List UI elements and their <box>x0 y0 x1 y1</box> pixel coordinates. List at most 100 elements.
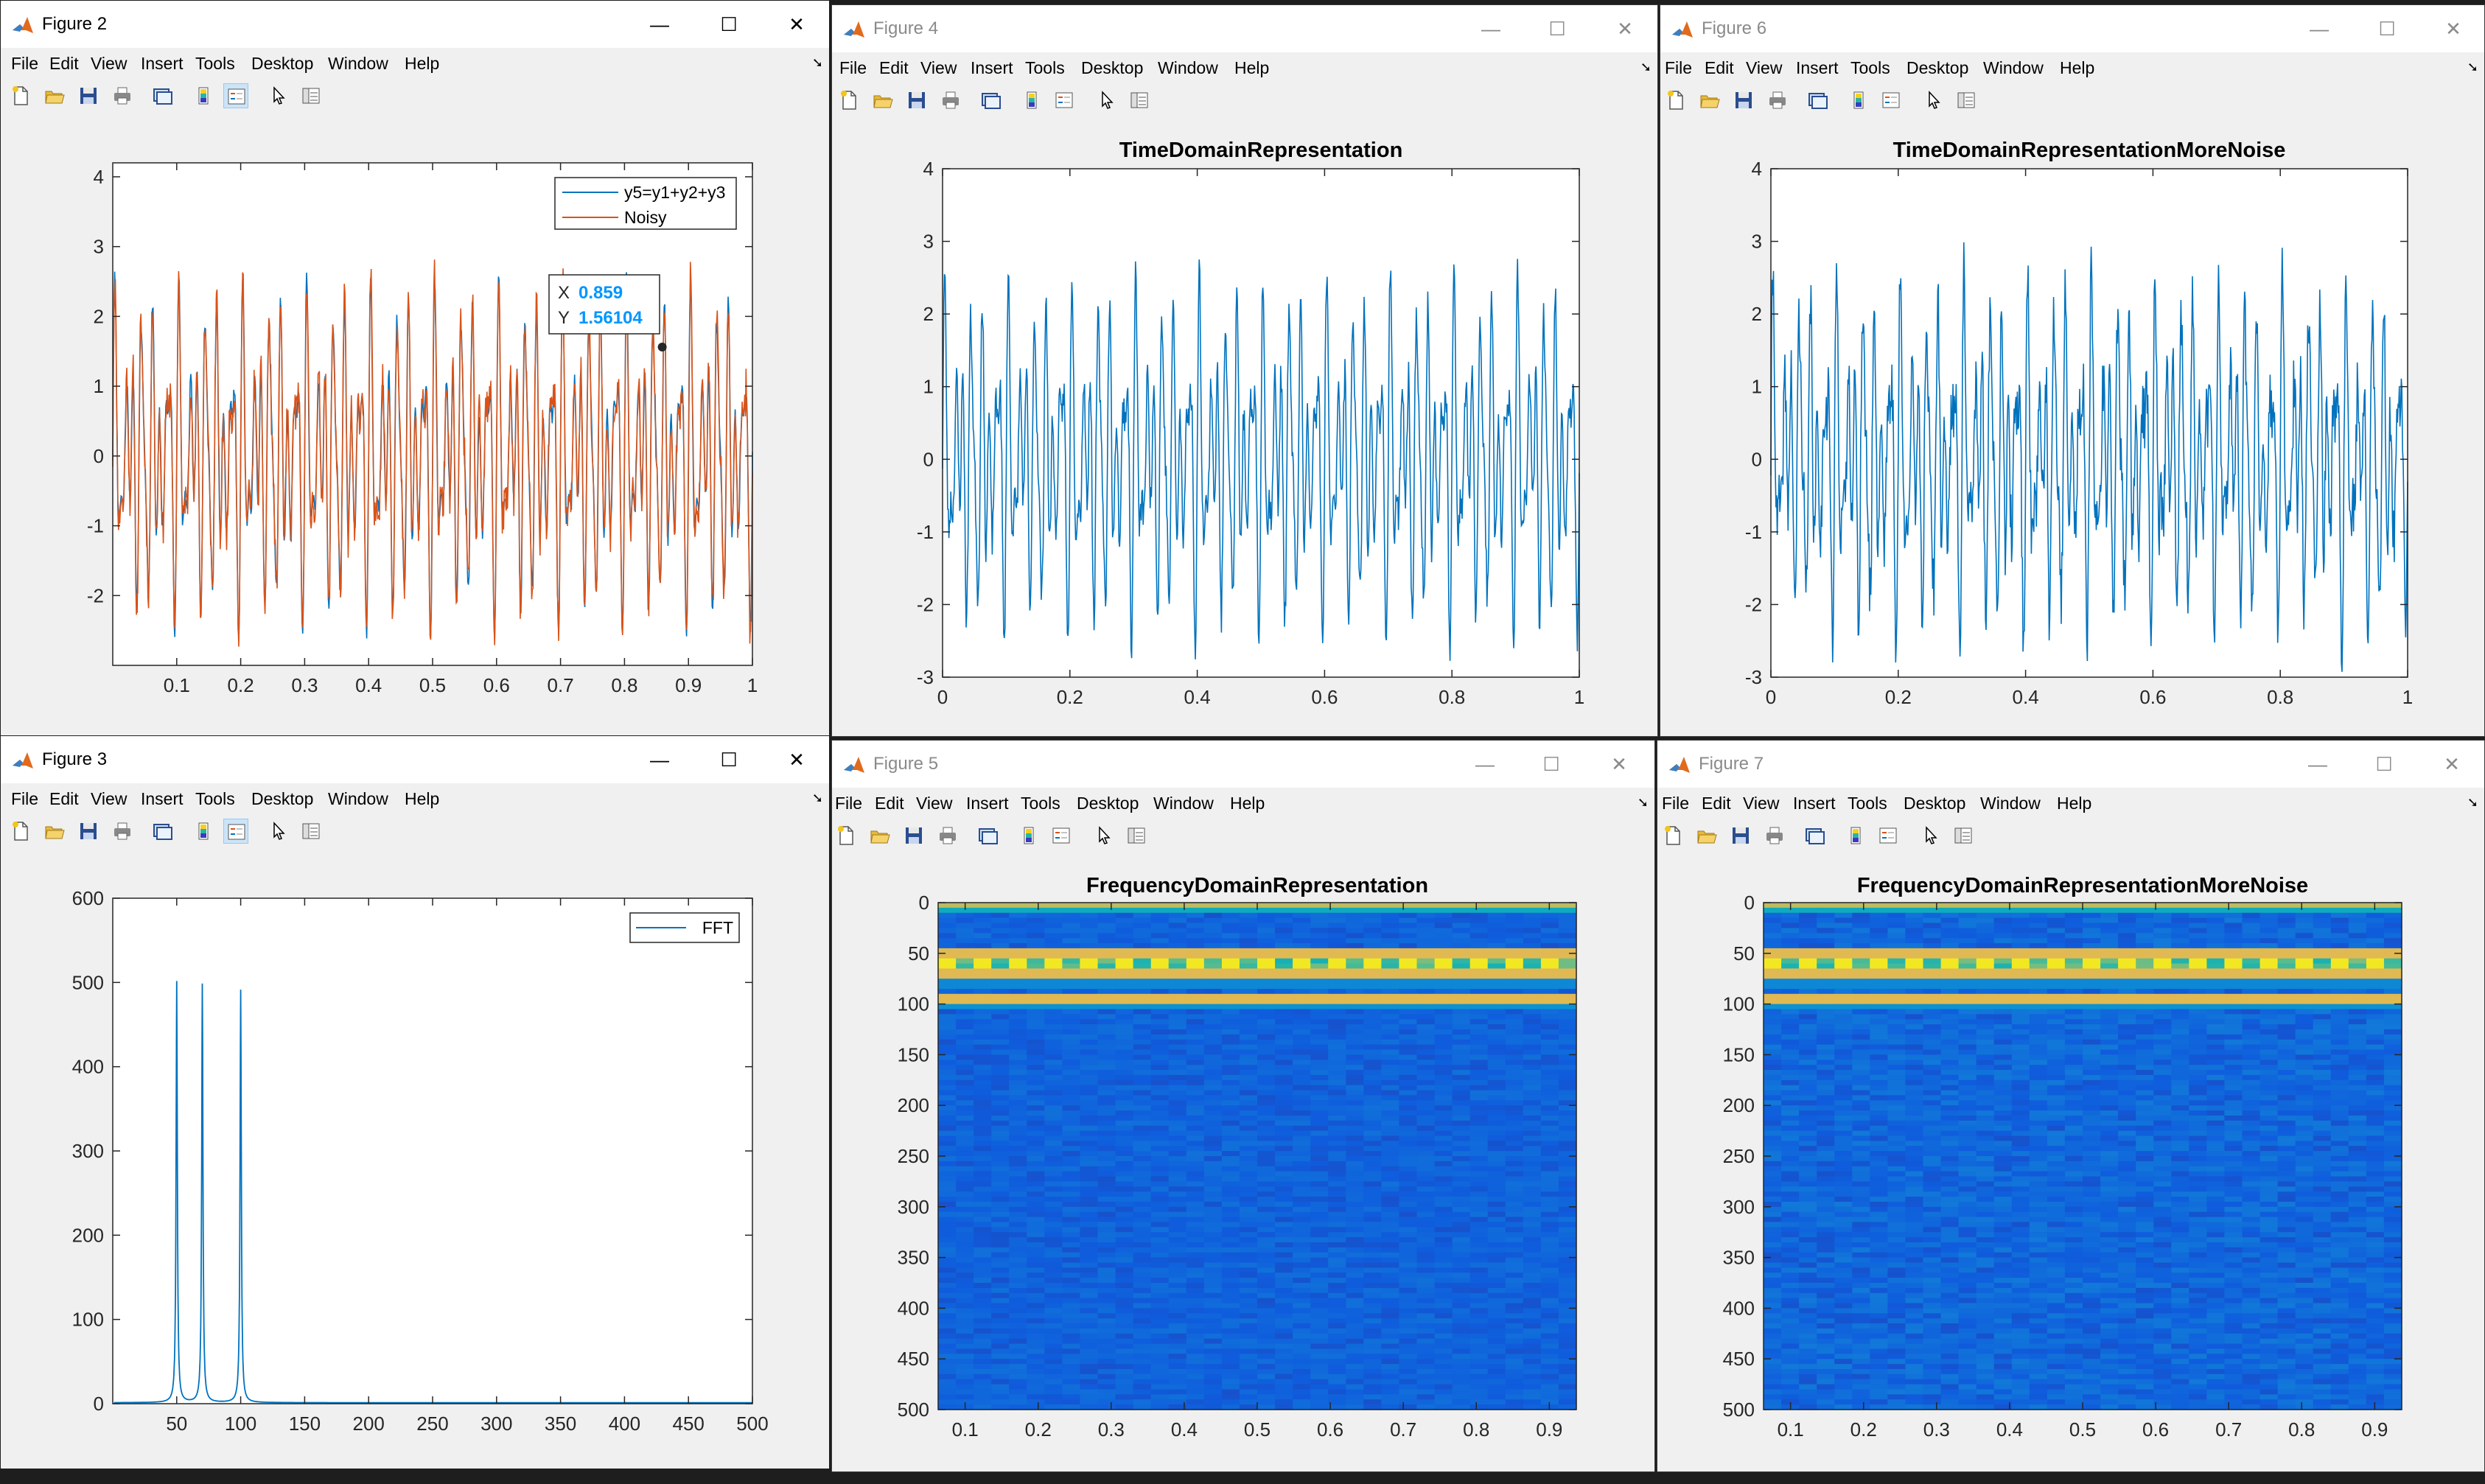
menu-view[interactable]: View <box>1743 794 1780 813</box>
new-file-icon[interactable] <box>1660 823 1685 848</box>
menu-edit[interactable]: Edit <box>875 794 904 813</box>
menu-view[interactable]: View <box>920 58 957 77</box>
maximize-button[interactable]: ☐ <box>720 749 738 771</box>
link-plot-icon[interactable] <box>150 819 175 844</box>
legend-icon[interactable] <box>223 83 248 108</box>
property-inspector-icon[interactable] <box>298 83 324 108</box>
menu-file[interactable]: File <box>839 58 867 77</box>
menu-desktop[interactable]: Desktop <box>1081 58 1144 77</box>
plot-area[interactable]: FrequencyDomainRepresentationMoreNoise 0.… <box>1657 855 2484 1471</box>
minimize-button[interactable]: — <box>2308 753 2327 775</box>
menu-window[interactable]: Window <box>1980 794 2041 813</box>
save-icon[interactable] <box>1728 823 1753 848</box>
plot-area[interactable]: 0.1 0.2 0.3 0.4 0.5 0.6 0.7 0.8 0.9 1 4 3 2 1 0 -1 -2 y5=… <box>1 116 829 736</box>
menu-edit[interactable]: Edit <box>49 789 79 808</box>
maximize-button[interactable]: ☐ <box>2378 18 2396 40</box>
new-file-icon[interactable] <box>836 88 861 113</box>
print-icon[interactable] <box>1765 88 1790 113</box>
save-icon[interactable] <box>76 819 101 844</box>
menu-view[interactable]: View <box>91 54 127 73</box>
minimize-button[interactable]: — <box>1475 753 1495 775</box>
menu-view[interactable]: View <box>1746 58 1783 77</box>
menu-tools[interactable]: Tools <box>1025 58 1065 77</box>
menu-help[interactable]: Help <box>2060 58 2095 77</box>
menu-desktop[interactable]: Desktop <box>251 54 314 73</box>
link-plot-icon[interactable] <box>150 83 175 108</box>
spectrogram-more-noise-chart[interactable]: FrequencyDomainRepresentationMoreNoise0.… <box>1657 855 2485 1472</box>
menu-help[interactable]: Help <box>1234 58 1270 77</box>
title-bar[interactable]: Figure 7 — ☐ ✕ <box>1657 741 2484 788</box>
menu-tools[interactable]: Tools <box>195 789 235 808</box>
colorbar-icon[interactable] <box>191 819 216 844</box>
property-inspector-icon[interactable] <box>298 819 324 844</box>
print-icon[interactable] <box>935 823 960 848</box>
edit-plot-arrow-icon[interactable] <box>266 819 291 844</box>
open-folder-icon[interactable] <box>42 819 67 844</box>
link-plot-icon[interactable] <box>975 823 1000 848</box>
fft-chart[interactable]: 50 100 150 200 250 300 350 400 450 50060050040030… <box>1 851 830 1469</box>
dock-arrow-icon[interactable]: ➘ <box>2467 795 2478 810</box>
edit-plot-arrow-icon[interactable] <box>266 83 291 108</box>
menu-desktop[interactable]: Desktop <box>1906 58 1969 77</box>
menu-tools[interactable]: Tools <box>1850 58 1890 77</box>
menu-tools[interactable]: Tools <box>1848 794 1887 813</box>
figure-window[interactable]: Figure 2 — ☐ ✕ File Edit View Insert Too… <box>0 0 830 737</box>
open-folder-icon[interactable] <box>42 83 67 108</box>
menu-help[interactable]: Help <box>405 789 440 808</box>
property-inspector-icon[interactable] <box>1127 88 1152 113</box>
title-bar[interactable]: Figure 4 — ☐ ✕ <box>832 5 1657 52</box>
edit-plot-arrow-icon[interactable] <box>1094 88 1119 113</box>
menu-insert[interactable]: Insert <box>141 54 184 73</box>
property-inspector-icon[interactable] <box>1954 88 1979 113</box>
print-icon[interactable] <box>938 88 963 113</box>
maximize-button[interactable]: ☐ <box>2375 753 2393 775</box>
figure-window[interactable]: Figure 6 — ☐ ✕ File Edit View Insert Too… <box>1660 4 2485 737</box>
time-series-chart[interactable]: 0.1 0.2 0.3 0.4 0.5 0.6 0.7 0.8 0.9 143210-1-2y5=… <box>1 116 830 737</box>
menu-edit[interactable]: Edit <box>1702 794 1731 813</box>
menu-insert[interactable]: Insert <box>971 58 1013 77</box>
menu-view[interactable]: View <box>91 789 127 808</box>
edit-plot-arrow-icon[interactable] <box>1918 823 1943 848</box>
menu-help[interactable]: Help <box>2057 794 2092 813</box>
link-plot-icon[interactable] <box>1805 88 1830 113</box>
save-icon[interactable] <box>1731 88 1756 113</box>
menu-tools[interactable]: Tools <box>1021 794 1060 813</box>
legend-icon[interactable] <box>1878 88 1904 113</box>
menu-file[interactable]: File <box>11 54 39 73</box>
link-plot-icon[interactable] <box>978 88 1003 113</box>
legend-icon[interactable] <box>223 819 248 844</box>
menu-edit[interactable]: Edit <box>1705 58 1734 77</box>
figure-window[interactable]: Figure 5 — ☐ ✕ File Edit View Insert Too… <box>831 740 1655 1472</box>
menu-help[interactable]: Help <box>405 54 440 73</box>
menu-desktop[interactable]: Desktop <box>251 789 314 808</box>
menu-window[interactable]: Window <box>1153 794 1214 813</box>
close-button[interactable]: ✕ <box>2445 18 2461 40</box>
menu-window[interactable]: Window <box>1158 58 1218 77</box>
dock-arrow-icon[interactable]: ➘ <box>811 791 823 805</box>
print-icon[interactable] <box>110 83 135 108</box>
open-folder-icon[interactable] <box>867 823 892 848</box>
new-file-icon[interactable] <box>1663 88 1688 113</box>
maximize-button[interactable]: ☐ <box>720 13 738 35</box>
plot-area[interactable]: 50 100 150 200 250 300 350 400 450 500 600 500 400 30… <box>1 851 829 1469</box>
legend-icon[interactable] <box>1049 823 1074 848</box>
menu-insert[interactable]: Insert <box>1796 58 1839 77</box>
menu-file[interactable]: File <box>835 794 863 813</box>
colorbar-icon[interactable] <box>1016 823 1041 848</box>
title-bar[interactable]: Figure 3 — ☐ ✕ <box>1 736 829 783</box>
open-folder-icon[interactable] <box>1694 823 1719 848</box>
save-icon[interactable] <box>901 823 926 848</box>
menu-tools[interactable]: Tools <box>195 54 235 73</box>
menu-window[interactable]: Window <box>328 54 388 73</box>
menu-file[interactable]: File <box>1665 58 1693 77</box>
minimize-button[interactable]: — <box>2310 18 2329 40</box>
save-icon[interactable] <box>76 83 101 108</box>
plot-area[interactable]: TimeDomainRepresentationMoreNoise 0 0.2 0.4… <box>1660 120 2484 736</box>
colorbar-icon[interactable] <box>1846 88 1871 113</box>
title-bar[interactable]: Figure 2 — ☐ ✕ <box>1 1 829 48</box>
save-icon[interactable] <box>904 88 929 113</box>
close-button[interactable]: ✕ <box>789 749 805 771</box>
